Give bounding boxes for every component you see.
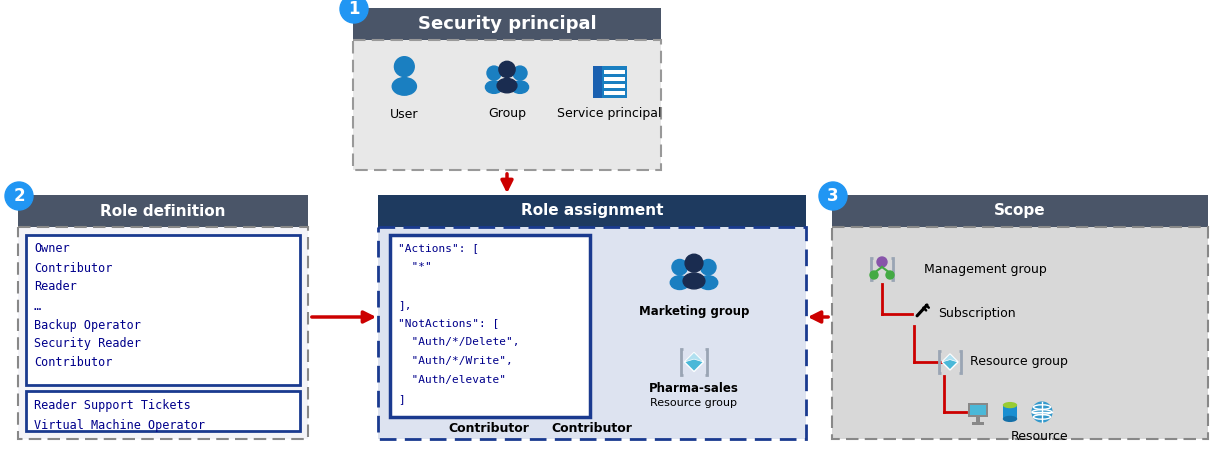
Bar: [604, 77, 625, 81]
Text: Backup Operator: Backup Operator: [34, 319, 141, 332]
Bar: [593, 66, 627, 98]
Circle shape: [340, 0, 368, 23]
Polygon shape: [685, 352, 704, 372]
Text: Contributor: Contributor: [34, 261, 112, 274]
Ellipse shape: [486, 81, 503, 93]
Bar: [378, 195, 806, 227]
Text: Reader: Reader: [34, 280, 77, 293]
Text: Security principal: Security principal: [418, 15, 597, 33]
Bar: [18, 227, 308, 439]
Bar: [968, 403, 988, 417]
Text: "Auth/elevate": "Auth/elevate": [398, 375, 505, 385]
Text: "NotActions": [: "NotActions": [: [398, 319, 499, 328]
Bar: [832, 227, 1208, 439]
Bar: [26, 391, 300, 431]
Circle shape: [870, 271, 878, 279]
Ellipse shape: [1002, 416, 1017, 422]
Text: …: …: [34, 300, 41, 312]
Text: Scope: Scope: [994, 203, 1046, 219]
Circle shape: [818, 182, 847, 210]
Text: "*": "*": [398, 262, 431, 272]
Bar: [972, 422, 984, 424]
Circle shape: [685, 254, 703, 272]
Bar: [604, 70, 625, 73]
Bar: [832, 195, 1208, 227]
Ellipse shape: [683, 273, 705, 289]
Bar: [353, 8, 661, 40]
Ellipse shape: [392, 77, 417, 95]
Text: Resource: Resource: [1011, 431, 1069, 444]
Text: Contributor: Contributor: [448, 423, 530, 436]
Circle shape: [499, 61, 515, 77]
Ellipse shape: [512, 81, 529, 93]
Text: Security Reader: Security Reader: [34, 338, 141, 351]
Text: Management group: Management group: [924, 262, 1046, 275]
Ellipse shape: [1002, 402, 1017, 408]
Text: Virtual Machine Operator: Virtual Machine Operator: [34, 418, 205, 432]
Bar: [18, 227, 308, 439]
Text: User: User: [390, 108, 419, 121]
Text: Contributor: Contributor: [552, 423, 632, 436]
Text: Marketing group: Marketing group: [638, 305, 749, 318]
Text: Contributor: Contributor: [34, 356, 112, 369]
Bar: [593, 66, 602, 98]
Circle shape: [877, 257, 887, 267]
Text: Group: Group: [488, 108, 526, 121]
Text: "Auth/*/Delete",: "Auth/*/Delete",: [398, 338, 520, 347]
Polygon shape: [942, 354, 959, 370]
Text: Pharma-sales: Pharma-sales: [649, 382, 739, 396]
Bar: [1002, 405, 1017, 419]
Text: "Auth/*/Write",: "Auth/*/Write",: [398, 356, 513, 366]
Text: Service principal: Service principal: [558, 108, 661, 121]
Bar: [353, 40, 661, 170]
Text: Reader Support Tickets: Reader Support Tickets: [34, 399, 191, 411]
Bar: [390, 235, 590, 417]
Circle shape: [5, 182, 33, 210]
Polygon shape: [942, 354, 959, 362]
Text: Owner: Owner: [34, 243, 69, 256]
Text: ],: ],: [398, 300, 412, 310]
Circle shape: [885, 271, 894, 279]
Circle shape: [672, 260, 687, 275]
Text: Resource group: Resource group: [650, 398, 738, 408]
Bar: [604, 84, 625, 87]
Ellipse shape: [699, 276, 717, 289]
Text: 1: 1: [348, 0, 359, 18]
Text: 2: 2: [13, 187, 24, 205]
Bar: [378, 227, 806, 439]
Text: Role assignment: Role assignment: [521, 203, 664, 219]
Bar: [970, 405, 987, 415]
Circle shape: [513, 66, 527, 80]
Bar: [26, 235, 300, 385]
Bar: [604, 91, 625, 94]
Circle shape: [1032, 402, 1052, 422]
Text: "Actions": [: "Actions": [: [398, 243, 479, 253]
Text: 3: 3: [827, 187, 839, 205]
Bar: [976, 417, 980, 422]
Text: Role definition: Role definition: [100, 203, 225, 219]
Circle shape: [487, 66, 501, 80]
Ellipse shape: [497, 78, 516, 93]
Bar: [353, 40, 661, 170]
Bar: [832, 227, 1208, 439]
Polygon shape: [685, 352, 704, 362]
Circle shape: [700, 260, 716, 275]
Bar: [18, 195, 308, 227]
Text: ]: ]: [398, 394, 404, 404]
Text: Subscription: Subscription: [938, 307, 1016, 320]
Ellipse shape: [670, 276, 689, 289]
Circle shape: [395, 57, 414, 76]
Text: Resource group: Resource group: [970, 356, 1068, 369]
Bar: [378, 227, 806, 439]
